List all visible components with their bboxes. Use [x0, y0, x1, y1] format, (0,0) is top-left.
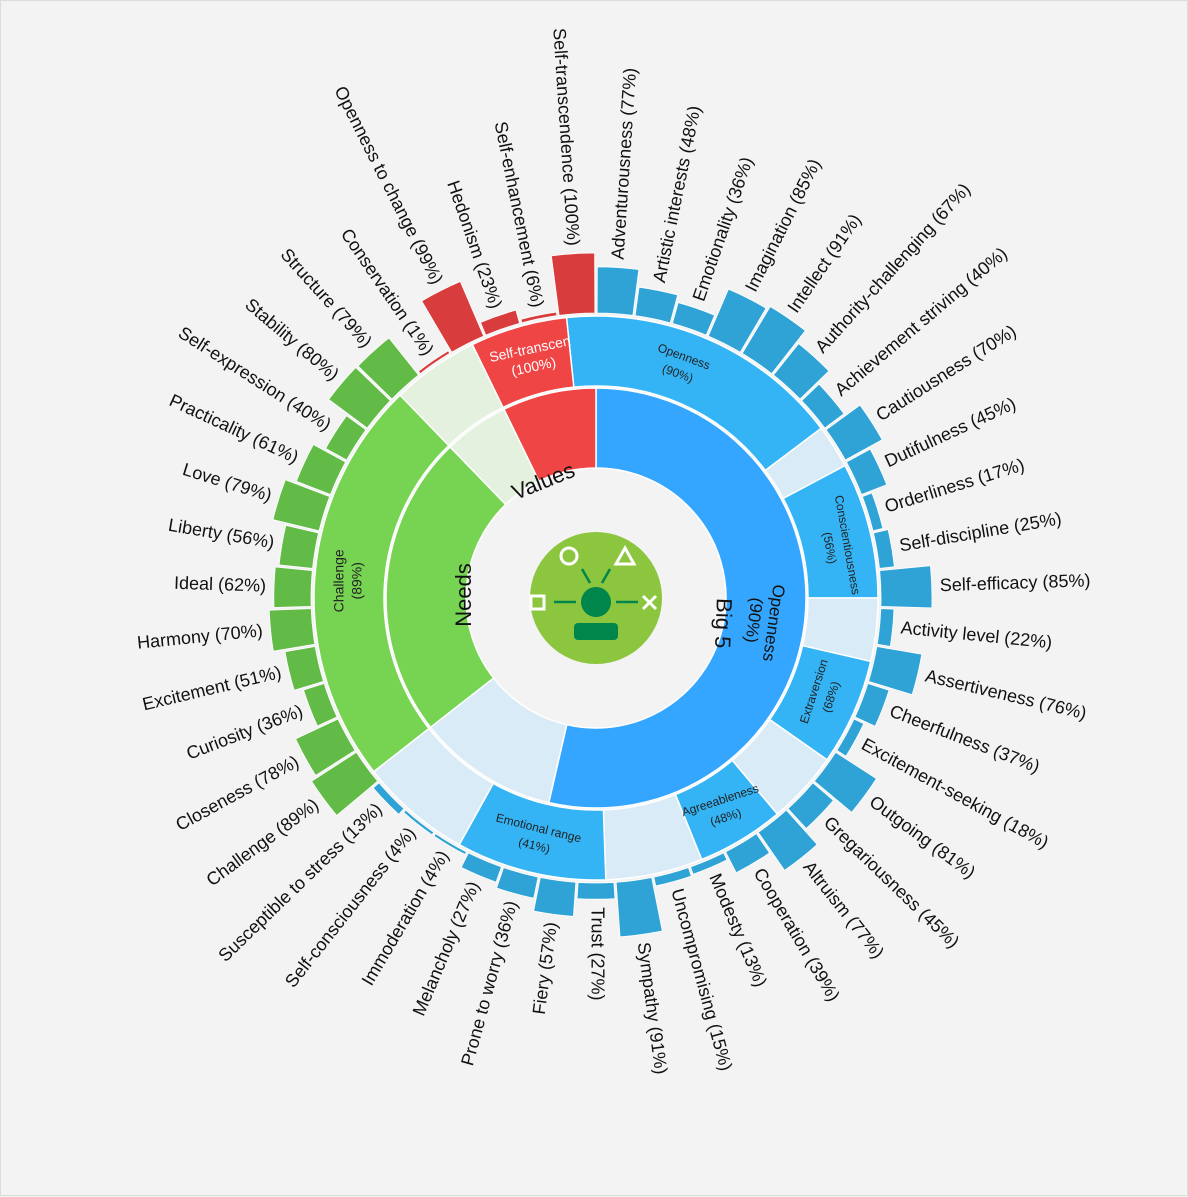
trait-percent: (89%) — [349, 562, 365, 599]
logo-glyphs — [529, 544, 658, 611]
facet-label-openness-to-change: Openness to change (99%) — [330, 83, 447, 288]
facet-bar-trust — [576, 882, 616, 900]
group-label-needs: Needs — [451, 563, 476, 627]
facet-label-self-efficacy: Self-efficacy (85%) — [939, 570, 1090, 595]
facet-bar-challenge — [310, 751, 379, 817]
logo-connector-lines — [554, 568, 638, 604]
trait-name: Challenge — [331, 549, 347, 612]
facet-bar-conservation — [417, 350, 451, 375]
facet-bar-imagination — [707, 288, 767, 353]
facet-label-liberty: Liberty (56%) — [167, 515, 276, 553]
trait-label-challenge: Challenge (89%) — [331, 549, 365, 612]
facet-bar-fiery — [533, 877, 577, 917]
facet-bar-achievement-striving — [801, 383, 845, 429]
facet-bar-prone-to-worry — [496, 867, 539, 899]
trait-arc-self-transcen — [471, 316, 575, 409]
facet-bar-closeness — [295, 718, 356, 776]
facet-label-ideal: Ideal (62%) — [174, 573, 267, 596]
inner-arc-big5 — [547, 387, 807, 809]
inner-arc-values — [502, 387, 597, 483]
facet-label-adventurousness: Adventurousness (77%) — [607, 67, 640, 260]
square-icon — [529, 594, 546, 611]
circle-icon — [559, 546, 579, 566]
facet-bar-dutifulness — [845, 448, 888, 496]
facet-label-self-transcendence: Self-transcendence (100%) — [549, 27, 583, 246]
trait-ring-layer: Openness(90%)Conscientiousness(56%)Extra… — [313, 315, 879, 881]
facet-bar-structure — [357, 337, 420, 400]
facet-label-self-enhancement: Self-enhancement (6%) — [491, 120, 548, 309]
facet-bars-layer — [268, 252, 933, 938]
facet-bar-self-efficacy — [879, 565, 933, 609]
facet-bar-self-discipline — [873, 529, 895, 569]
person-body-icon — [574, 623, 618, 640]
facet-bar-cautiousness — [825, 404, 883, 461]
facet-bar-immoderation — [433, 833, 467, 856]
facet-label-self-consciousness: Self-consciousness (4%) — [281, 823, 419, 991]
facet-bar-harmony — [268, 608, 316, 652]
facet-label-assertiveness: Assertiveness (76%) — [923, 666, 1088, 724]
facet-label-trust: Trust (27%) — [587, 907, 607, 1000]
facet-bar-love — [272, 479, 331, 532]
facet-label-activity-level: Activity level (22%) — [900, 617, 1053, 652]
facet-bar-practicality — [295, 444, 347, 496]
facet-label-love: Love (79%) — [180, 459, 274, 505]
facet-bar-self-expression — [325, 415, 367, 461]
center-logo — [529, 532, 662, 664]
facet-bar-self-transcendence — [550, 252, 596, 316]
facet-bar-gregariousness — [787, 782, 835, 830]
facet-bar-melancholy — [460, 852, 502, 883]
facet-label-harmony: Harmony (70%) — [136, 620, 263, 652]
facet-bar-liberty — [278, 524, 319, 569]
facet-bar-sympathy — [615, 877, 663, 938]
facet-bar-intellect — [741, 305, 806, 375]
facet-bar-hedonism — [479, 309, 521, 336]
facet-bar-cooperation — [725, 833, 771, 874]
facet-bar-orderliness — [861, 492, 884, 532]
facet-bar-self-enhancement — [520, 311, 558, 324]
facet-label-sympathy: Sympathy (91%) — [634, 941, 672, 1076]
trait-label-conscientiousness: Conscientiousness(56%) — [820, 494, 863, 596]
facet-label-authority-challenging: Authority-challenging (67%) — [811, 179, 974, 356]
facet-bar-activity-level — [876, 608, 895, 647]
inner-arc-needs — [385, 445, 507, 729]
facet-bar-assertiveness — [868, 646, 923, 696]
facet-bar-modesty — [690, 852, 728, 875]
facet-bar-outgoing — [813, 751, 878, 813]
facet-bar-uncompromising — [653, 867, 692, 887]
facet-label-excitement: Excitement (51%) — [140, 662, 283, 714]
group-label-big5: Big 5 — [710, 598, 737, 649]
facet-bar-emotionality — [671, 302, 716, 336]
facet-label-gregariousness: Gregariousness (45%) — [820, 812, 963, 951]
inner-ring-layer: Openness(90%) — [385, 387, 807, 809]
facet-bar-ideal — [273, 566, 313, 608]
facet-bar-authority-challenging — [772, 343, 830, 400]
facet-bar-openness-to-change — [421, 280, 485, 353]
trait-percent: (56%) — [820, 531, 839, 565]
triangle-icon — [613, 544, 637, 566]
facet-bar-susceptible-to-stress — [372, 782, 405, 815]
facet-bar-excitement-seeking — [836, 718, 865, 757]
facet-bar-altruism — [757, 809, 818, 871]
facet-bar-adventurousness — [596, 266, 640, 316]
facet-bar-curiosity — [303, 683, 338, 727]
facet-bar-self-consciousness — [403, 809, 435, 836]
facet-bar-excitement — [284, 646, 324, 691]
cross-icon — [641, 594, 658, 611]
facet-label-fiery: Fiery (57%) — [529, 921, 561, 1016]
facet-bar-artistic-interests — [634, 286, 679, 324]
person-head-icon — [581, 587, 611, 617]
facet-label-artistic-interests: Artistic interests (48%) — [649, 104, 704, 284]
facet-label-self-discipline: Self-discipline (25%) — [898, 508, 1063, 555]
facet-bar-stability — [328, 366, 391, 429]
facet-bar-cheerfulness — [854, 683, 890, 727]
